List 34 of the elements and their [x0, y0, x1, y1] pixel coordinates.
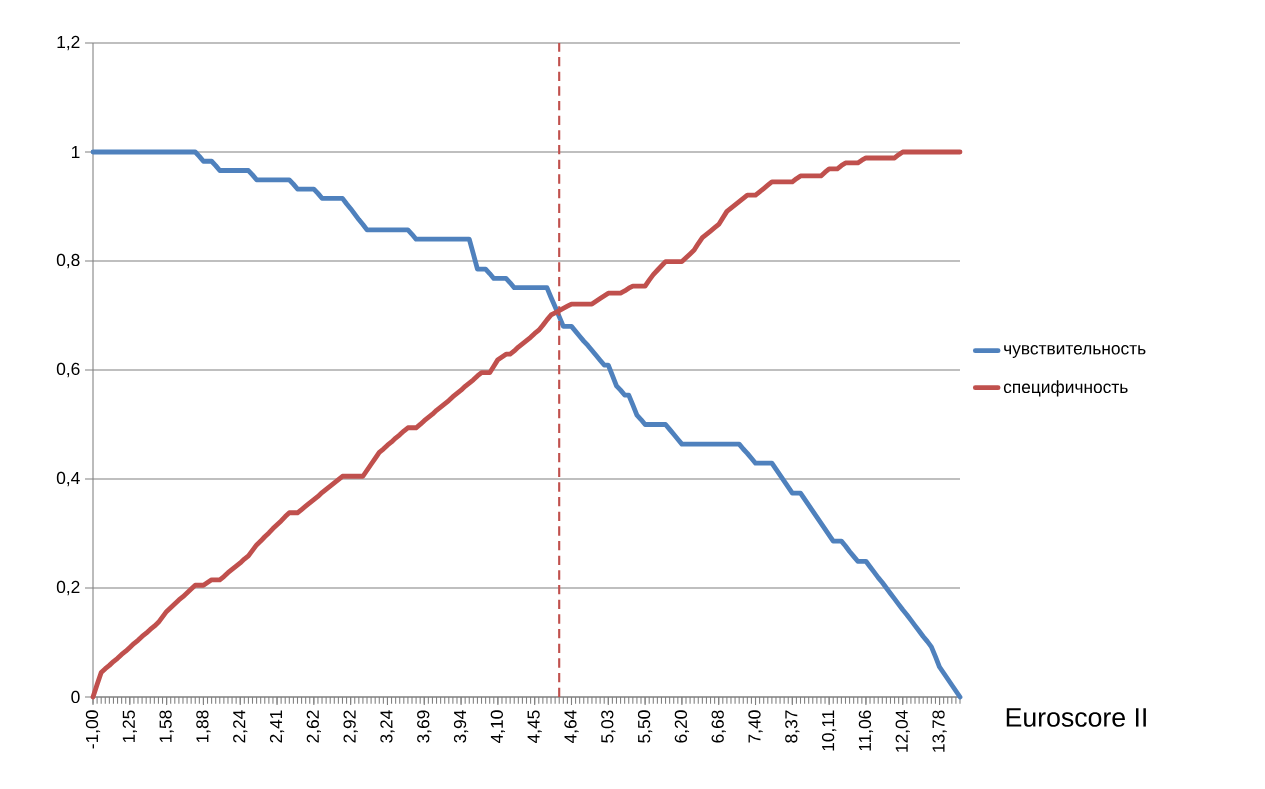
x-tick-label: 3,69 [417, 710, 432, 743]
x-tick-label: 1,25 [122, 710, 137, 743]
y-tick-label: 1 [71, 146, 80, 158]
x-tick-label: 12,04 [895, 710, 910, 752]
x-tick-label: 2,92 [343, 710, 358, 743]
x-tick-label: 3,24 [380, 710, 395, 743]
y-tick-label: 0,6 [56, 362, 80, 378]
legend-label: специфичность [1003, 380, 1128, 397]
x-tick-label: 1,58 [159, 710, 174, 743]
y-tick-label: 1,2 [57, 35, 80, 51]
x-tick-label: 4,10 [490, 710, 506, 744]
x-tick-label: 8,37 [785, 710, 800, 743]
y-tick-label: 0,8 [56, 253, 80, 269]
y-tick-label: 0 [71, 690, 80, 704]
x-tick-label: 2,41 [269, 710, 285, 743]
x-tick-label: 2,62 [306, 710, 322, 743]
x-tick-label: 6,20 [674, 710, 690, 743]
y-tick-label: 0,2 [56, 580, 80, 596]
y-tick-label: 0,4 [56, 471, 80, 487]
x-tick-label: 6,68 [711, 710, 726, 743]
x-tick-label: 7,40 [748, 710, 763, 743]
x-axis-title: Euroscore II [1006, 708, 1146, 727]
x-tick-label: 2,24 [233, 710, 248, 743]
x-tick-label: 5,50 [637, 710, 653, 743]
x-tick-label: -1,00 [85, 710, 101, 749]
x-tick-label: 5,03 [601, 710, 616, 743]
x-tick-label: 4,45 [527, 710, 542, 744]
x-tick-label: 11,06 [858, 710, 874, 751]
x-tick-label: 13,78 [932, 710, 947, 752]
legend-label: чувствительность [1004, 345, 1146, 358]
x-tick-label: 3,94 [453, 710, 469, 743]
x-tick-label: 4,64 [564, 710, 579, 744]
x-tick-label: 1,88 [196, 710, 211, 743]
x-tick-label: 10,11 [821, 710, 837, 751]
